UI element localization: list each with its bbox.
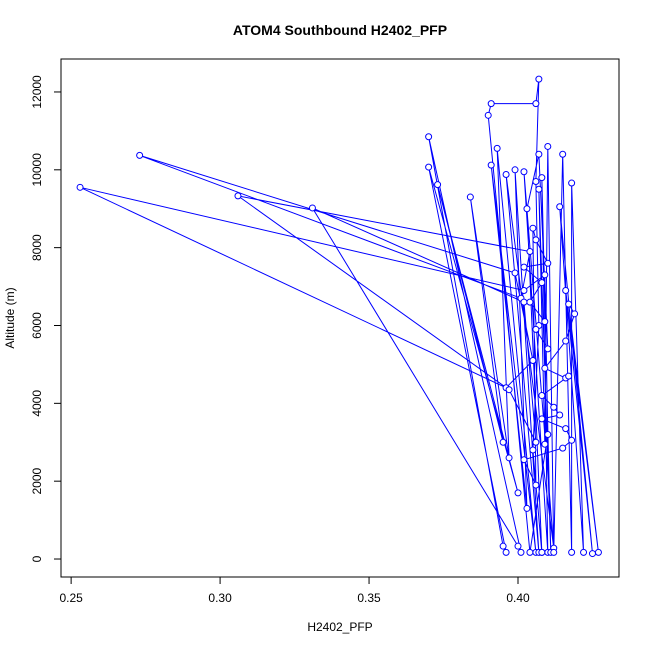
point xyxy=(425,133,433,141)
point xyxy=(493,144,501,152)
point xyxy=(532,177,540,185)
point xyxy=(308,204,316,212)
point xyxy=(234,192,242,200)
point xyxy=(571,310,579,318)
point xyxy=(541,318,549,326)
point xyxy=(499,438,507,446)
point xyxy=(514,542,522,550)
point xyxy=(556,203,564,211)
point xyxy=(520,168,528,176)
point xyxy=(538,279,546,287)
point xyxy=(526,298,534,306)
y-tick-label: 10000 xyxy=(30,153,44,187)
point xyxy=(514,489,522,497)
point xyxy=(568,548,576,556)
y-tick-label: 12000 xyxy=(30,75,44,109)
point xyxy=(532,325,540,333)
x-tick-label: 0.25 xyxy=(59,591,83,605)
point xyxy=(535,150,543,158)
point xyxy=(529,224,537,232)
point xyxy=(532,100,540,108)
y-tick-label: 2000 xyxy=(30,468,44,495)
point xyxy=(562,286,570,294)
point xyxy=(588,550,596,558)
point xyxy=(541,271,549,279)
point xyxy=(511,269,519,277)
point xyxy=(529,357,537,365)
x-tick-label: 0.40 xyxy=(506,591,530,605)
plot-frame xyxy=(60,58,620,578)
point xyxy=(520,263,528,271)
point xyxy=(76,183,84,191)
point xyxy=(538,392,546,400)
point xyxy=(568,179,576,187)
point xyxy=(502,548,510,556)
point xyxy=(505,454,513,462)
x-tick-label: 0.30 xyxy=(208,591,232,605)
point xyxy=(568,436,576,444)
y-tick-label: 0 xyxy=(30,555,44,562)
point xyxy=(520,298,528,306)
point xyxy=(425,163,433,171)
point xyxy=(532,438,540,446)
point xyxy=(523,504,531,512)
point xyxy=(562,425,570,433)
point xyxy=(544,345,552,353)
point xyxy=(520,456,528,464)
point xyxy=(541,440,549,448)
point xyxy=(544,259,552,267)
point xyxy=(562,337,570,345)
point xyxy=(550,548,558,556)
point xyxy=(532,236,540,244)
point xyxy=(544,430,552,438)
point xyxy=(505,386,513,394)
point xyxy=(434,181,442,189)
chart-title: ATOM4 Southbound H2402_PFP xyxy=(233,22,447,38)
point xyxy=(544,142,552,150)
point xyxy=(556,411,564,419)
point xyxy=(526,248,534,256)
y-tick-label: 8000 xyxy=(30,234,44,261)
point xyxy=(487,100,495,108)
point xyxy=(538,174,546,182)
x-axis-label: H2402_PFP xyxy=(307,620,372,634)
point xyxy=(484,111,492,119)
point xyxy=(559,444,567,452)
point xyxy=(532,481,540,489)
point xyxy=(511,166,519,174)
profile-line xyxy=(79,79,599,554)
point xyxy=(594,548,602,556)
point xyxy=(487,161,495,169)
point xyxy=(502,170,510,178)
y-axis-label: Altitude (m) xyxy=(3,287,17,348)
point xyxy=(526,548,534,556)
point xyxy=(520,286,528,294)
y-tick-label: 6000 xyxy=(30,312,44,339)
point xyxy=(535,185,543,193)
point xyxy=(538,548,546,556)
point xyxy=(517,548,525,556)
x-tick-label: 0.35 xyxy=(357,591,381,605)
point xyxy=(565,372,573,380)
point xyxy=(136,151,144,159)
point xyxy=(538,415,546,423)
point xyxy=(565,300,573,308)
point xyxy=(529,446,537,454)
point xyxy=(523,205,531,213)
point xyxy=(466,193,474,201)
point xyxy=(559,150,567,158)
point xyxy=(535,75,543,83)
point xyxy=(499,542,507,550)
point xyxy=(550,403,558,411)
y-tick-label: 4000 xyxy=(30,390,44,417)
point xyxy=(580,548,588,556)
point xyxy=(541,364,549,372)
